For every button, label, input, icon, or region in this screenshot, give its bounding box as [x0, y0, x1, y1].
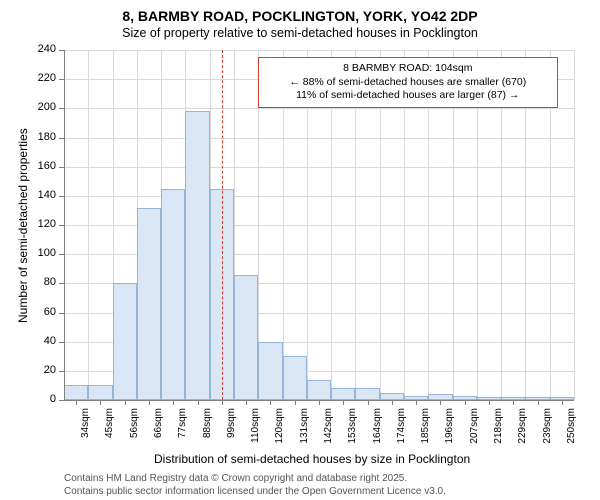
x-tick [246, 400, 247, 405]
y-tick-label: 200 [0, 101, 56, 113]
x-tick [270, 400, 271, 405]
y-tick-label: 120 [0, 218, 56, 230]
x-tick [149, 400, 150, 405]
x-tick-label: 218sqm [493, 408, 504, 464]
x-tick [416, 400, 417, 405]
x-tick [489, 400, 490, 405]
x-tick-label: 45sqm [104, 408, 115, 464]
y-tick-label: 40 [0, 335, 56, 347]
y-axis-line [64, 50, 65, 400]
x-tick-label: 66sqm [153, 408, 164, 464]
gridline-h [64, 167, 574, 168]
annotation-line-2: 11% of semi-detached houses are larger (… [265, 89, 551, 103]
histogram-bar [258, 342, 282, 400]
chart-title: 8, BARMBY ROAD, POCKLINGTON, YORK, YO42 … [0, 0, 600, 24]
gridline-v [88, 50, 89, 400]
x-tick-label: 153sqm [347, 408, 358, 464]
x-tick-label: 185sqm [420, 408, 431, 464]
chart-subtitle: Size of property relative to semi-detach… [0, 24, 600, 40]
histogram-bar [137, 208, 161, 401]
y-tick-label: 240 [0, 43, 56, 55]
footer-line-2: Contains public sector information licen… [64, 485, 446, 498]
annotation-title: 8 BARMBY ROAD: 104sqm [265, 62, 551, 76]
x-tick-label: 164sqm [372, 408, 383, 464]
x-tick [440, 400, 441, 405]
x-tick [343, 400, 344, 405]
histogram-bar [283, 356, 307, 400]
chart-container: 8, BARMBY ROAD, POCKLINGTON, YORK, YO42 … [0, 0, 600, 500]
histogram-bar [161, 189, 185, 400]
x-tick [173, 400, 174, 405]
y-tick-label: 100 [0, 247, 56, 259]
y-tick-label: 60 [0, 306, 56, 318]
histogram-bar [355, 388, 379, 400]
histogram-bar [185, 111, 209, 400]
x-tick [295, 400, 296, 405]
x-tick-label: 174sqm [396, 408, 407, 464]
x-tick [513, 400, 514, 405]
annotation-box: 8 BARMBY ROAD: 104sqm← 88% of semi-detac… [258, 57, 558, 108]
reference-line [222, 50, 223, 400]
y-tick-label: 180 [0, 131, 56, 143]
histogram-bar [64, 385, 88, 400]
x-tick [538, 400, 539, 405]
footer-line-1: Contains HM Land Registry data © Crown c… [64, 472, 446, 485]
x-tick-label: 56sqm [129, 408, 140, 464]
x-tick [100, 400, 101, 405]
x-tick-label: 196sqm [444, 408, 455, 464]
x-tick [222, 400, 223, 405]
gridline-h [64, 50, 574, 51]
x-tick-label: 229sqm [517, 408, 528, 464]
x-tick-label: 250sqm [566, 408, 577, 464]
x-tick-label: 77sqm [177, 408, 188, 464]
histogram-bar [331, 388, 355, 400]
x-tick [562, 400, 563, 405]
x-tick-label: 131sqm [299, 408, 310, 464]
histogram-bar [234, 275, 258, 400]
histogram-bar [113, 283, 137, 400]
y-tick-label: 0 [0, 393, 56, 405]
annotation-line-1: ← 88% of semi-detached houses are smalle… [265, 76, 551, 90]
x-tick [76, 400, 77, 405]
histogram-bar [88, 385, 112, 400]
x-tick-label: 207sqm [469, 408, 480, 464]
y-tick-label: 220 [0, 72, 56, 84]
gridline-h [64, 196, 574, 197]
x-tick-label: 99sqm [226, 408, 237, 464]
y-tick-label: 80 [0, 276, 56, 288]
y-tick-label: 20 [0, 364, 56, 376]
x-tick [465, 400, 466, 405]
histogram-bar [307, 380, 331, 400]
y-tick-label: 160 [0, 160, 56, 172]
x-tick [125, 400, 126, 405]
x-tick-label: 120sqm [274, 408, 285, 464]
x-tick-label: 239sqm [542, 408, 553, 464]
x-tick [368, 400, 369, 405]
histogram-bar [380, 393, 404, 400]
gridline-h [64, 138, 574, 139]
gridline-v [574, 50, 575, 400]
gridline-h [64, 108, 574, 109]
x-tick-label: 142sqm [323, 408, 334, 464]
x-tick-label: 110sqm [250, 408, 261, 464]
x-tick [319, 400, 320, 405]
x-tick-label: 34sqm [80, 408, 91, 464]
footer-attribution: Contains HM Land Registry data © Crown c… [64, 472, 446, 498]
x-tick [198, 400, 199, 405]
x-tick-label: 88sqm [202, 408, 213, 464]
x-tick [392, 400, 393, 405]
y-tick-label: 140 [0, 189, 56, 201]
